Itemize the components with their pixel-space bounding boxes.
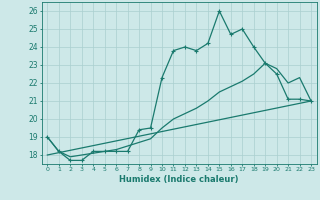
X-axis label: Humidex (Indice chaleur): Humidex (Indice chaleur) [119,175,239,184]
